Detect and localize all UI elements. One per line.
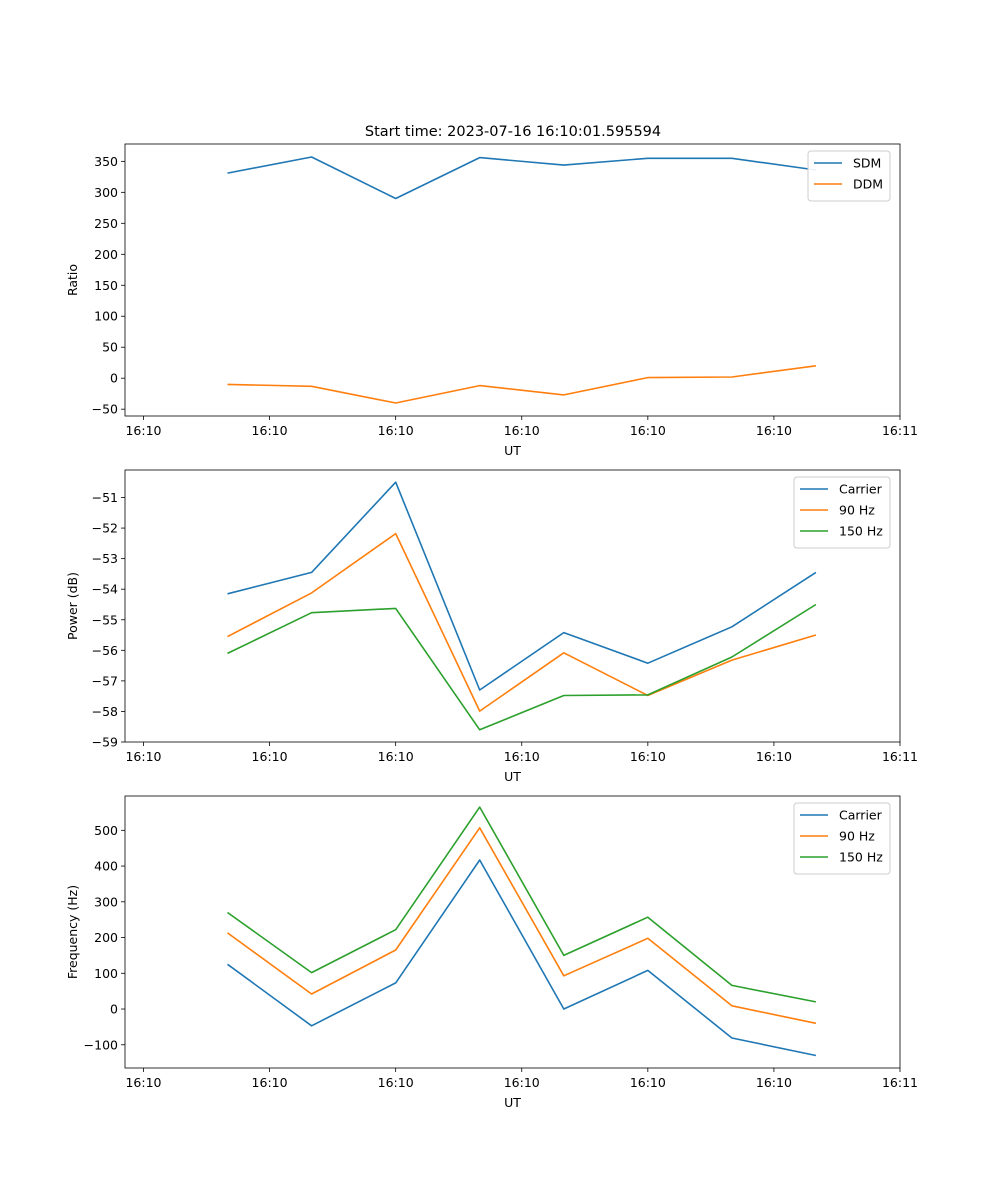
frequency-xtick-label: 16:10 xyxy=(252,1075,288,1090)
power-ytick-label: −58 xyxy=(92,704,118,719)
ratio-legend-label: SDM xyxy=(853,156,881,171)
frequency-y-axis-label: Frequency (Hz) xyxy=(65,885,80,979)
power-xtick-label: 16:10 xyxy=(756,749,792,764)
ratio-xtick-label: 16:10 xyxy=(125,423,161,438)
power-ytick-label: −52 xyxy=(92,521,118,536)
ratio-ytick-label: 50 xyxy=(102,340,118,355)
frequency-legend-label: Carrier xyxy=(839,808,883,823)
ratio-panel: 16:10 16:10 16:10 16:10 16:10 16:10 16:11 −50 0 5… xyxy=(65,143,918,458)
frequency-x-axis-label: UT xyxy=(504,1095,521,1110)
frequency-ytick-label: 300 xyxy=(94,894,118,909)
power-xtick-label: 16:10 xyxy=(504,749,540,764)
ratio-y-axis-label: Ratio xyxy=(65,264,80,296)
power-legend-label: Carrier xyxy=(839,482,883,497)
ratio-ytick-label: 200 xyxy=(94,247,118,262)
frequency-legend-label: 150 Hz xyxy=(839,850,883,865)
frequency-xtick-label: 16:11 xyxy=(882,1075,918,1090)
frequency-xtick-label: 16:10 xyxy=(378,1075,414,1090)
ratio-xtick-label: 16:10 xyxy=(630,423,666,438)
power-ytick-label: −57 xyxy=(92,673,118,688)
frequency-ytick-label: 100 xyxy=(94,966,118,981)
ratio-xtick-label: 16:10 xyxy=(252,423,288,438)
ratio-xtick-label: 16:10 xyxy=(378,423,414,438)
power-xtick-label: 16:11 xyxy=(882,749,918,764)
power-xtick-label: 16:10 xyxy=(630,749,666,764)
ratio-xtick-label: 16:10 xyxy=(504,423,540,438)
frequency-ytick-label: 200 xyxy=(94,930,118,945)
power-xtick-label: 16:10 xyxy=(252,749,288,764)
ratio-ytick-label: 0 xyxy=(110,371,118,386)
frequency-xtick-label: 16:10 xyxy=(630,1075,666,1090)
power-ytick-label: −55 xyxy=(92,612,118,627)
ratio-ytick-label: −50 xyxy=(92,402,118,417)
frequency-legend-label: 90 Hz xyxy=(839,829,875,844)
figure-title: Start time: 2023-07-16 16:10:01.595594 xyxy=(365,124,661,140)
ratio-ytick-label: 350 xyxy=(94,154,118,169)
ratio-legend: SDM DDM xyxy=(807,150,891,202)
ratio-ytick-label: 100 xyxy=(94,309,118,324)
ratio-ytick-label: 150 xyxy=(94,278,118,293)
power-ytick-label: −53 xyxy=(92,551,118,566)
ratio-x-axis-label: UT xyxy=(504,443,521,458)
ratio-ytick-label: 250 xyxy=(94,216,118,231)
frequency-series-carrier xyxy=(227,859,817,1057)
frequency-legend: Carrier 90 Hz 150 Hz xyxy=(793,802,891,875)
power-panel: 16:10 16:10 16:10 16:10 16:10 16:10 16:11 −59 −5… xyxy=(65,469,918,784)
ratio-ytick-label: 300 xyxy=(94,185,118,200)
frequency-series-90-hz xyxy=(227,826,817,1025)
frequency-xtick-label: 16:10 xyxy=(756,1075,792,1090)
frequency-xtick-label: 16:10 xyxy=(125,1075,161,1090)
power-ytick-label: −59 xyxy=(92,735,118,750)
power-x-axis-label: UT xyxy=(504,769,521,784)
power-legend-label: 90 Hz xyxy=(839,503,875,518)
power-ytick-label: −56 xyxy=(92,643,118,658)
frequency-ytick-label: 500 xyxy=(94,823,118,838)
frequency-panel: 16:10 16:10 16:10 16:10 16:10 16:10 16:11 −100 0… xyxy=(65,795,918,1110)
frequency-series-150-hz xyxy=(227,806,817,1003)
power-xtick-label: 16:10 xyxy=(378,749,414,764)
power-series-90-hz xyxy=(227,532,817,712)
frequency-ytick-label: 0 xyxy=(110,1002,118,1017)
ratio-xtick-label: 16:11 xyxy=(882,423,918,438)
power-ytick-label: −51 xyxy=(92,490,118,505)
power-xtick-label: 16:10 xyxy=(125,749,161,764)
ratio-series-sdm xyxy=(227,156,817,200)
power-series-carrier xyxy=(227,481,817,691)
frequency-xtick-label: 16:10 xyxy=(504,1075,540,1090)
ratio-axes-frame xyxy=(124,143,901,417)
frequency-ytick-label: 400 xyxy=(94,859,118,874)
power-ytick-label: −54 xyxy=(92,582,118,597)
power-legend-label: 150 Hz xyxy=(839,524,883,539)
ratio-xtick-label: 16:10 xyxy=(756,423,792,438)
frequency-ytick-label: −100 xyxy=(84,1037,118,1052)
ratio-legend-label: DDM xyxy=(853,177,883,192)
power-series-150-hz xyxy=(227,603,817,731)
power-legend: Carrier 90 Hz 150 Hz xyxy=(793,476,891,549)
power-axes-frame xyxy=(124,469,901,743)
power-y-axis-label: Power (dB) xyxy=(65,572,80,640)
frequency-axes-frame xyxy=(124,795,901,1069)
ratio-series-ddm xyxy=(227,365,817,404)
